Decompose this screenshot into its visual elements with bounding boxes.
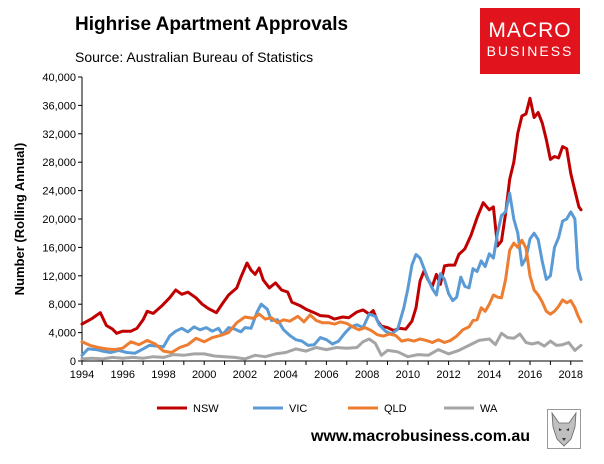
legend: NSW VIC QLD WA: [157, 403, 498, 415]
x-tick-label: 2016: [518, 369, 542, 381]
x-tick-label: 2018: [559, 369, 583, 381]
x-tick-label: 2006: [314, 369, 338, 381]
x-tick-label: 2002: [233, 369, 257, 381]
series-lines: [80, 96, 583, 361]
legend-label-wa: WA: [480, 403, 498, 415]
chart-title: Highrise Apartment Approvals: [75, 14, 349, 35]
macrobusiness-logo: MACRO BUSINESS: [480, 8, 580, 74]
x-tick-label: 2010: [396, 369, 420, 381]
logo-line1: MACRO: [488, 19, 572, 42]
x-tick-label: 2004: [273, 369, 297, 381]
x-tick-label: 2008: [355, 369, 379, 381]
y-axis-label: Number (Rolling Annual): [12, 143, 27, 296]
legend-label-qld: QLD: [384, 403, 407, 415]
y-tick-label: 12,000: [42, 271, 76, 283]
x-tick-label: 1998: [151, 369, 175, 381]
y-tick-label: 28,000: [42, 157, 76, 169]
y-tick-label: 20,000: [42, 214, 76, 226]
y-tick-label: 24,000: [42, 186, 76, 198]
series-line-qld: [80, 238, 583, 354]
x-tick-label: 1994: [70, 369, 94, 381]
x-tick-label: 2012: [436, 369, 460, 381]
x-tick-label: 2000: [192, 369, 216, 381]
y-tick-label: 36,000: [42, 100, 76, 112]
series-line-vic: [80, 191, 583, 357]
y-tick-label: 0: [70, 356, 76, 368]
y-tick-label: 8,000: [48, 299, 76, 311]
chart-subtitle: Source: Australian Bureau of Statistics: [75, 49, 314, 65]
x-tick-label: 1996: [110, 369, 134, 381]
legend-label-nsw: NSW: [193, 403, 219, 415]
wolf-icon: [547, 409, 581, 449]
y-tick-label: 32,000: [42, 129, 76, 141]
y-tick-label: 4,000: [48, 328, 76, 340]
axes: 0 4,000 8,000 12,000 16,000 20,000 24,000 28,00…: [12, 72, 583, 381]
y-tick-label: 16,000: [42, 242, 76, 254]
series-line-wa: [80, 331, 583, 361]
y-tick-label: 40,000: [42, 72, 76, 84]
logo-line2: BUSINESS: [486, 43, 574, 59]
legend-label-vic: VIC: [289, 403, 307, 415]
x-tick-label: 2014: [477, 369, 501, 381]
website-url[interactable]: www.macrobusiness.com.au: [311, 428, 531, 445]
series-line-nsw: [80, 96, 583, 335]
